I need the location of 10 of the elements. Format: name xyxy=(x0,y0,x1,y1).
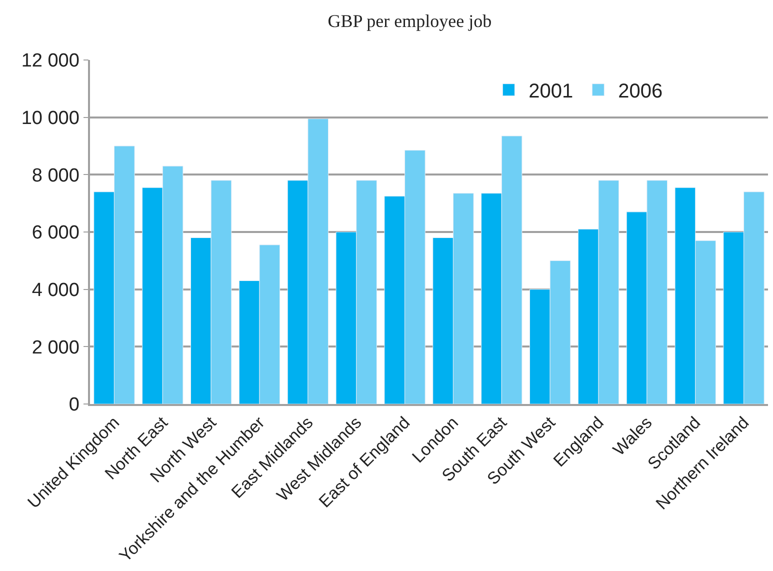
y-tick-label: 6 000 xyxy=(32,222,80,244)
y-tick-label: 10 000 xyxy=(21,108,80,129)
legend-label: 2006 xyxy=(618,80,663,103)
y-tick-label: 4 000 xyxy=(32,280,80,301)
y-tick-label: 0 xyxy=(68,394,80,416)
y-tick-label: 2 000 xyxy=(32,337,80,358)
y-tick-label: 12 000 xyxy=(21,50,80,72)
legend-label: 2001 xyxy=(528,80,574,103)
y-tick-label: 8 000 xyxy=(32,165,80,186)
chart-title: GBP per employee job xyxy=(328,10,492,31)
